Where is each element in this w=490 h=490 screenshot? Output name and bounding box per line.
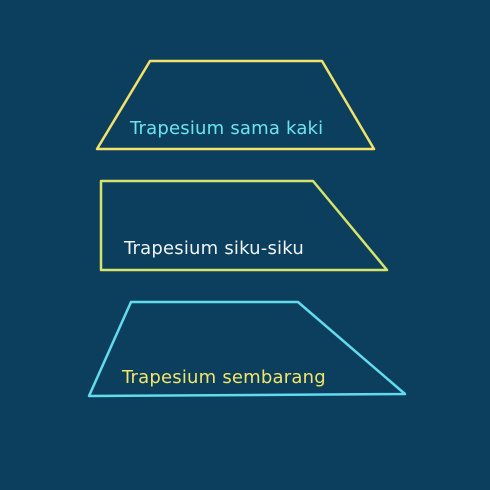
trapezoid-isosceles [95, 59, 376, 151]
trapezoid-right [99, 179, 389, 272]
label-isosceles-trapezoid: Trapesium sama kaki [130, 118, 324, 139]
label-right-trapezoid: Trapesium siku-siku [124, 238, 304, 259]
trapezoid-scalene [87, 300, 407, 398]
label-scalene-trapezoid: Trapesium sembarang [122, 367, 326, 388]
